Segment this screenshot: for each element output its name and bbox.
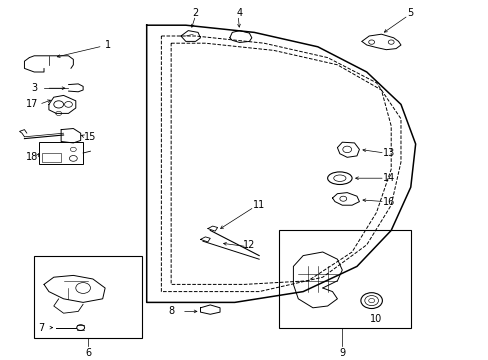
Text: 6: 6 [85,348,91,358]
Text: 7: 7 [39,323,44,333]
Text: 12: 12 [243,240,255,250]
Bar [41,153,61,162]
Text: 8: 8 [168,306,174,316]
Bar [278,230,410,328]
Text: 1: 1 [104,40,110,50]
Text: 5: 5 [407,8,413,18]
Bar [39,142,83,164]
Text: 3: 3 [31,83,37,93]
Text: 15: 15 [84,132,97,142]
Bar [34,256,142,338]
Text: 2: 2 [192,8,198,18]
Text: 11: 11 [252,200,265,210]
Text: 17: 17 [25,99,38,109]
Text: 9: 9 [339,348,345,358]
Text: 16: 16 [382,197,394,207]
Text: 18: 18 [25,152,38,162]
Text: 14: 14 [382,173,394,183]
Text: 13: 13 [382,148,394,158]
Text: 4: 4 [236,8,242,18]
Text: 10: 10 [369,314,382,324]
